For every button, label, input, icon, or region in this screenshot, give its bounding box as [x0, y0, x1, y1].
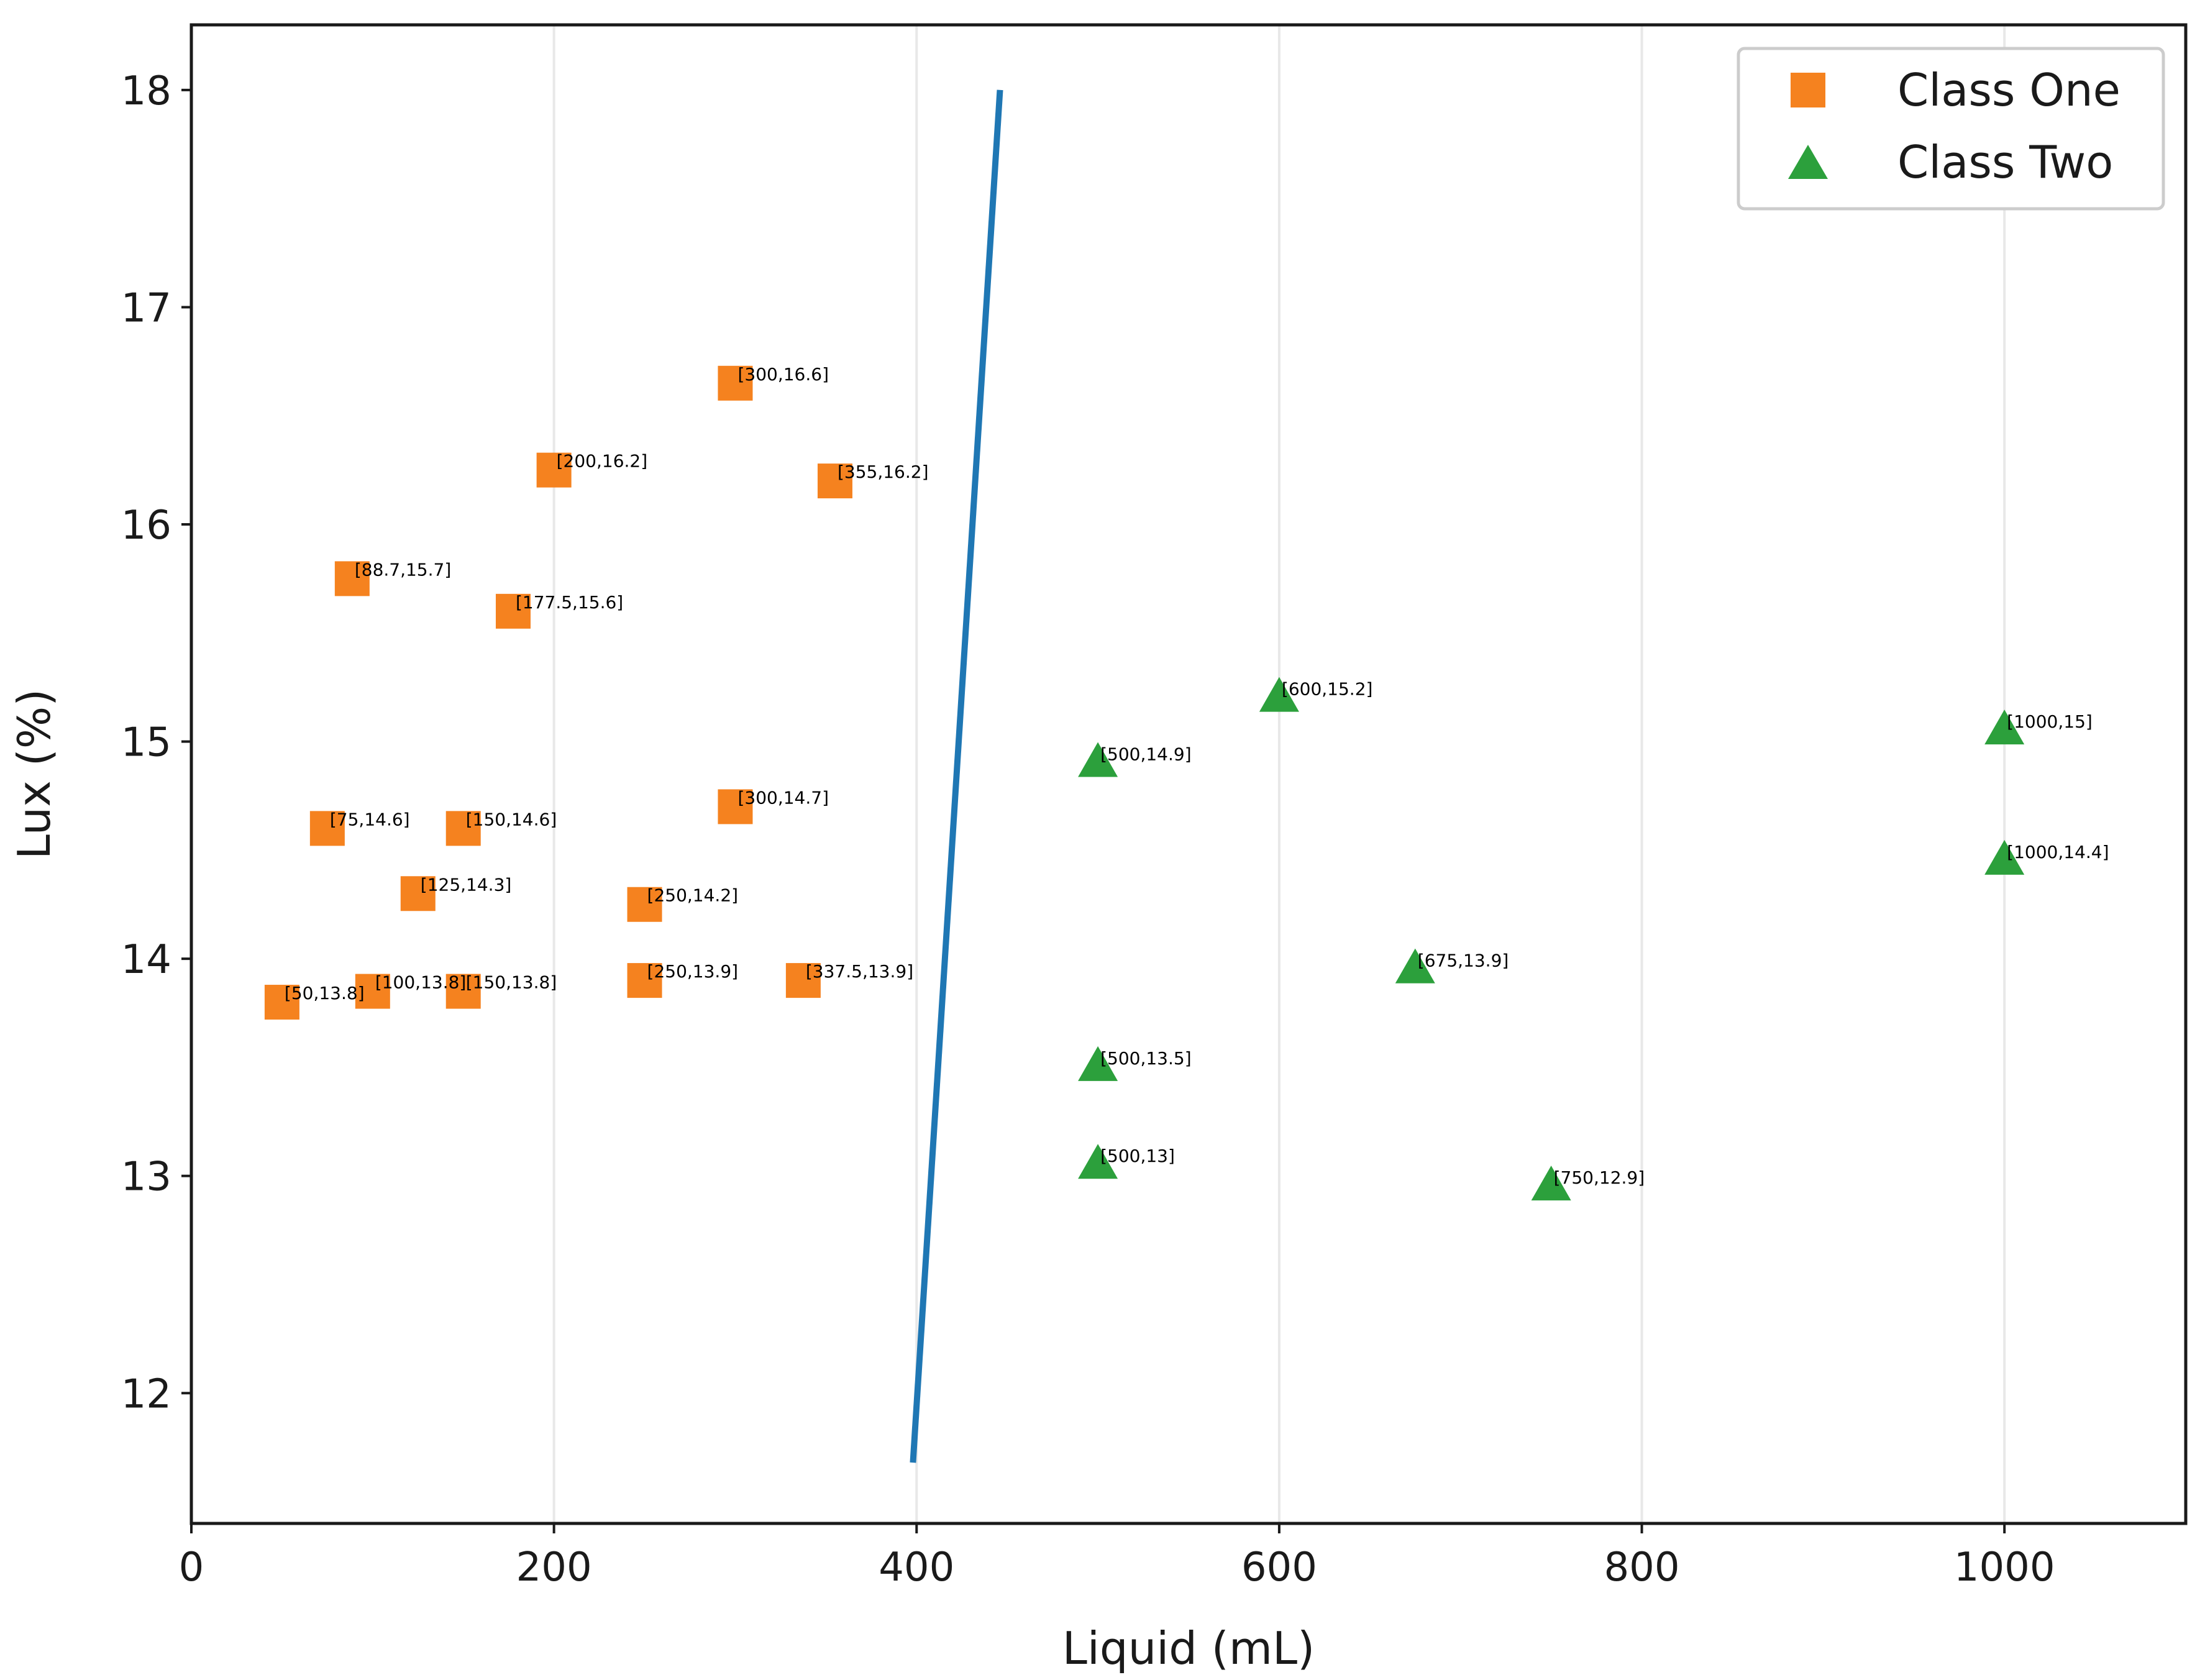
- line-layer: [910, 89, 1003, 1463]
- legend-label-class-one: Class One: [1897, 64, 2121, 116]
- point-label: [250,13.9]: [647, 961, 739, 982]
- y-tick-label: 15: [121, 720, 171, 766]
- class-two-point: [1078, 1144, 1118, 1179]
- class-one-point: [718, 365, 753, 401]
- point-label: [250,14.2]: [647, 885, 739, 906]
- x-tick-label: 1000: [1954, 1545, 2055, 1591]
- x-tick-label: 800: [1604, 1545, 1679, 1591]
- point-label: [675,13.9]: [1418, 951, 1509, 971]
- class-one-point: [536, 452, 572, 488]
- point-label: [88.7,15.7]: [355, 559, 451, 580]
- point-label: [100,13.8]: [375, 972, 467, 993]
- class-one-point: [264, 985, 299, 1020]
- decision-boundary-line: [910, 89, 1003, 1463]
- class-one-point: [309, 811, 345, 846]
- class-one-point: [400, 876, 436, 911]
- class-one-point: [334, 561, 370, 596]
- point-label: [300,16.6]: [737, 364, 829, 385]
- point-label: [150,13.8]: [466, 972, 557, 993]
- point-label: [500,13]: [1100, 1146, 1175, 1166]
- class-one-point: [627, 887, 662, 922]
- class-two-point: [1078, 1046, 1118, 1081]
- class-two-point: [1395, 948, 1435, 984]
- x-tick-label: 600: [1241, 1545, 1317, 1591]
- class-two-point: [1531, 1166, 1571, 1201]
- ticks-layer: 0 200 400 600 800 1000 12 13 14 15 16 17 18: [121, 68, 2055, 1591]
- legend-triangle-marker: [1788, 145, 1828, 179]
- point-label: [150,14.6]: [466, 809, 557, 829]
- plot-frame: [189, 23, 2188, 1525]
- point-label: [200,16.2]: [557, 451, 648, 472]
- y-tick-label: 12: [121, 1371, 171, 1417]
- point-label: [75,14.6]: [330, 809, 410, 829]
- point-label: [500,14.9]: [1100, 744, 1192, 765]
- class-one-point: [627, 963, 662, 998]
- grid-layer: [552, 25, 2006, 1523]
- point-label: [600,15.2]: [1282, 679, 1373, 700]
- point-label: [177.5,15.6]: [516, 592, 623, 613]
- point-label: [750,12.9]: [1554, 1167, 1645, 1188]
- class-one-point: [817, 463, 852, 499]
- class-two-point: [1984, 710, 2025, 745]
- legend: Class One Class Two: [1737, 47, 2165, 211]
- class-one-point: [785, 963, 821, 998]
- class-one-point: [445, 974, 481, 1009]
- legend-square-marker: [1791, 73, 1825, 107]
- point-label: [50,13.8]: [285, 983, 365, 1003]
- point-label: [1000,14.4]: [2007, 842, 2109, 862]
- point-labels-layer: [300,16.6] [200,16.2] [355,16.2] [88.7,15.7…: [285, 364, 2109, 1188]
- point-label: [125,14.3]: [421, 874, 512, 895]
- points-layer: [264, 365, 2025, 1201]
- class-one-point: [718, 789, 753, 824]
- y-tick-label: 13: [121, 1154, 171, 1200]
- x-tick-label: 0: [179, 1545, 204, 1591]
- x-tick-label: 200: [516, 1545, 592, 1591]
- x-tick-label: 400: [879, 1545, 954, 1591]
- point-label: [337.5,13.9]: [806, 961, 913, 982]
- class-two-point: [1259, 677, 1299, 712]
- y-tick-label: 16: [121, 503, 171, 549]
- y-tick-label: 14: [121, 937, 171, 983]
- y-tick-label: 18: [121, 68, 171, 114]
- legend-label-class-two: Class Two: [1897, 136, 2113, 188]
- class-one-point: [495, 593, 531, 629]
- y-axis-label: Lux (%): [8, 689, 60, 860]
- x-axis-label: Liquid (mL): [1062, 1622, 1315, 1674]
- point-label: [355,16.2]: [838, 462, 929, 482]
- point-label: [1000,15]: [2007, 711, 2093, 732]
- point-label: [500,13.5]: [1100, 1048, 1192, 1069]
- class-one-point: [445, 811, 481, 846]
- legend-box: [1737, 47, 2165, 211]
- class-two-point: [1078, 742, 1118, 777]
- class-one-point: [355, 974, 390, 1009]
- class-two-point: [1984, 839, 2025, 875]
- point-label: [300,14.7]: [737, 787, 829, 808]
- y-tick-label: 17: [121, 285, 171, 331]
